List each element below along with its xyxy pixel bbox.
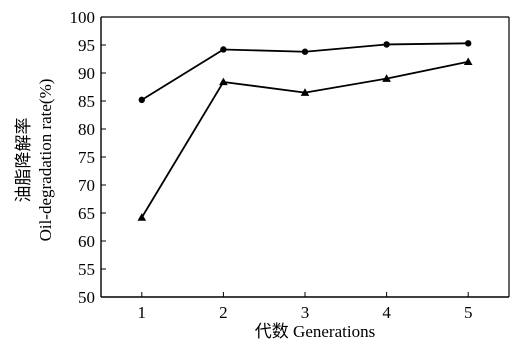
data-point-triangle [463,57,473,66]
y-axis-title-line2: Oil-degradation rate(%) [36,79,55,242]
x-ticks: 1 2 3 4 5 [138,292,473,322]
data-point-circle [138,96,145,104]
y-tick-label: 95 [78,36,95,55]
y-tick-label: 85 [78,92,95,111]
x-tick-label: 5 [464,303,473,322]
data-point-circle [301,48,309,55]
data-point-circle [220,46,227,53]
y-tick-label: 65 [78,204,95,223]
x-tick-label: 2 [219,303,228,322]
data-point-triangle [219,77,228,86]
series-circle [138,40,472,104]
x-tick-label: 1 [138,303,147,322]
data-point-circle [465,40,472,47]
x-axis-title: 代数 Generations [255,322,375,341]
y-tick-label: 100 [70,8,96,27]
x-tick-label: 3 [301,303,310,322]
y-ticks: 50 55 60 65 70 75 80 85 90 95 100 [70,8,106,307]
data-point-triangle [137,213,147,221]
series-layer [137,40,473,221]
y-axis-title-line1: 油脂降解率 [14,118,33,203]
data-point-triangle [300,88,310,96]
series-triangle [137,57,473,221]
y-axis-title: 油脂降解率 Oil-degradation rate(%) [14,79,55,242]
series-line [141,60,469,218]
y-tick-label: 55 [78,260,95,279]
y-tick-label: 60 [78,232,95,251]
y-tick-label: 70 [78,176,95,195]
y-tick-label: 50 [78,288,95,307]
x-tick-label: 4 [382,303,391,322]
axes [100,16,510,298]
y-tick-label: 75 [78,148,95,167]
y-tick-label: 80 [78,120,95,139]
data-point-triangle [382,74,391,82]
data-point-circle [383,41,390,48]
y-tick-label: 90 [78,64,95,83]
